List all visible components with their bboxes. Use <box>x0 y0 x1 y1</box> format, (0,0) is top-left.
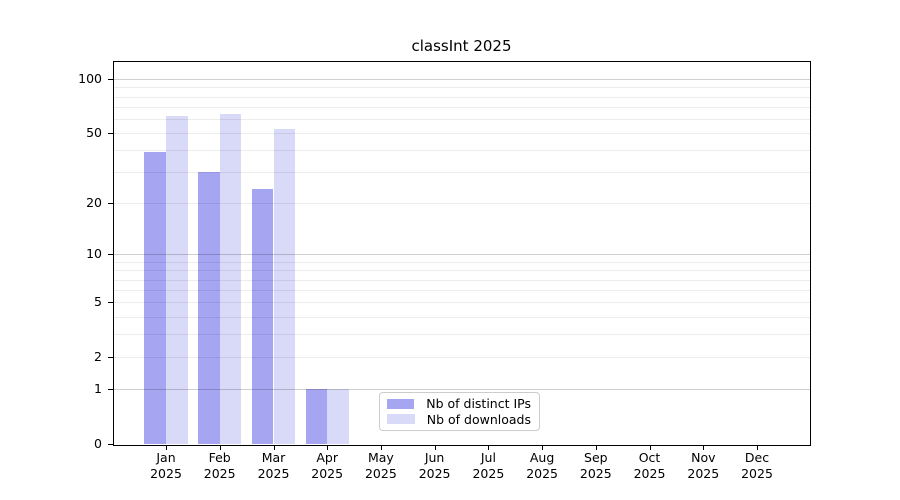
x-tick-mark <box>434 445 436 450</box>
y-tick-label: 20 <box>86 195 102 211</box>
x-tick-mark <box>380 445 382 450</box>
x-tick-mark <box>595 445 597 450</box>
bar-downloads <box>327 389 349 444</box>
y-tick-label: 2 <box>94 349 102 365</box>
x-tick-mark <box>166 445 167 450</box>
legend-label-downloads: Nb of downloads <box>426 411 531 427</box>
grid-line-minor <box>114 261 810 263</box>
grid-line-minor <box>114 290 810 292</box>
x-tick-mark <box>703 445 705 450</box>
x-tick-label: Mar 2025 <box>257 450 290 481</box>
y-tick-mark <box>108 202 114 204</box>
grid-line-minor <box>114 316 810 318</box>
grid-line-minor <box>114 87 810 89</box>
x-tick-label: May 2025 <box>364 450 397 481</box>
bar-distinct-ips <box>198 172 220 444</box>
grid-line-minor <box>114 96 810 98</box>
legend-item-downloads: Nb of downloads <box>387 412 531 427</box>
bar-distinct-ips <box>305 389 328 444</box>
grid-line-minor <box>114 334 810 336</box>
x-tick-mark <box>273 445 275 450</box>
bar-downloads <box>219 113 242 444</box>
y-tick-mark <box>108 78 114 80</box>
y-tick-label: 50 <box>86 125 102 140</box>
x-tick-mark <box>649 445 651 450</box>
y-tick-label: 0 <box>94 436 102 451</box>
x-tick-mark <box>757 445 758 450</box>
x-tick-mark <box>327 445 329 450</box>
grid-line-minor <box>114 106 810 108</box>
grid-line-minor <box>114 172 810 174</box>
x-tick-mark <box>542 445 544 450</box>
chart-title: classInt 2025 <box>411 37 512 55</box>
grid-line-minor <box>114 357 810 359</box>
y-tick-mark <box>108 132 114 134</box>
y-tick-mark <box>108 443 114 445</box>
grid-line-major <box>114 254 810 256</box>
y-tick-mark <box>108 388 114 390</box>
grid-line-minor <box>114 279 810 281</box>
bar-distinct-ips <box>251 189 274 444</box>
x-tick-label: Jul 2025 <box>472 450 505 481</box>
x-tick-label: Aug 2025 <box>526 450 558 481</box>
x-tick-label: Jan 2025 <box>150 450 182 481</box>
y-tick-label: 100 <box>78 71 102 86</box>
x-tick-label: Jun 2025 <box>418 450 451 481</box>
legend-swatch-downloads <box>387 414 415 425</box>
grid-line-minor <box>114 270 810 272</box>
x-tick-label: Dec 2025 <box>741 450 773 481</box>
legend: Nb of distinct IPs Nb of downloads <box>379 392 540 431</box>
bar-downloads <box>273 128 296 444</box>
y-tick-label: 5 <box>94 294 102 310</box>
x-tick-label: Apr 2025 <box>311 450 344 481</box>
x-tick-label: Feb 2025 <box>203 450 236 481</box>
bar-downloads <box>166 116 188 444</box>
grid-line-minor <box>114 118 810 120</box>
grid-line-minor <box>114 203 810 205</box>
legend-label-distinct-ips: Nb of distinct IPs <box>426 396 531 412</box>
x-tick-mark <box>219 445 221 450</box>
y-tick-label: 10 <box>86 246 102 262</box>
grid-line-major <box>114 389 810 391</box>
x-tick-label: Oct 2025 <box>633 450 666 481</box>
grid-line-minor <box>114 133 810 134</box>
x-tick-label: Sep 2025 <box>579 450 612 481</box>
x-tick-label: Nov 2025 <box>687 450 720 481</box>
grid-line-major <box>114 79 810 80</box>
y-tick-mark <box>108 253 114 255</box>
y-tick-mark <box>108 301 114 303</box>
x-tick-mark <box>488 445 490 450</box>
bar-distinct-ips <box>144 152 166 444</box>
y-tick-mark <box>108 356 114 358</box>
grid-line-minor <box>114 150 810 152</box>
grid-line-minor <box>114 302 810 304</box>
legend-item-distinct-ips: Nb of distinct IPs <box>387 396 531 411</box>
y-tick-label: 1 <box>94 381 102 397</box>
legend-swatch-distinct-ips <box>387 398 415 409</box>
